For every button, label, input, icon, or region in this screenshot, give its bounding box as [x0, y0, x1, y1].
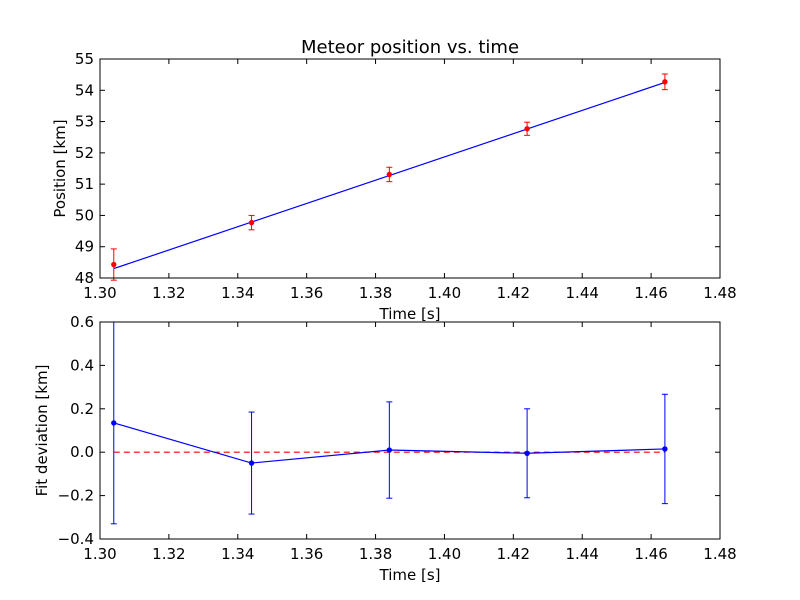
x-tick-label: 1.46 — [634, 284, 667, 302]
y-axis-ticks: −0.4 −0.2 0.0 0.2 0.4 0.6 — [58, 313, 720, 548]
x-tick-label: 1.46 — [634, 545, 667, 563]
plot-frame — [99, 58, 721, 279]
y-axis-label: Position [km] — [51, 119, 69, 217]
x-axis-ticks: 1.30 1.32 1.34 1.36 1.38 1.40 1.42 1.44 1.46 1.48 — [83, 59, 737, 302]
x-tick-label: 1.30 — [83, 545, 116, 563]
x-tick-label: 1.48 — [703, 545, 736, 563]
x-tick-label: 1.40 — [428, 284, 461, 302]
y-tick-label: −0.4 — [58, 530, 94, 548]
x-tick-label: 1.32 — [152, 284, 185, 302]
plot-frame — [99, 321, 721, 540]
data-point — [248, 460, 255, 466]
x-axis-ticks: 1.30 1.32 1.34 1.36 1.38 1.40 1.42 1.44 1.46 1.48 — [83, 322, 737, 563]
chart-title: Meteor position vs. time — [301, 37, 519, 58]
x-tick-label: 1.44 — [566, 284, 599, 302]
y-tick-label: 55 — [75, 50, 94, 68]
y-tick-label: 49 — [75, 238, 94, 256]
y-tick-label: 0.6 — [70, 313, 94, 331]
data-point — [524, 126, 530, 132]
fit-deviation-chart: 1.30 1.32 1.34 1.36 1.38 1.40 1.42 1.44 1.46 1.48… — [33, 313, 737, 584]
x-tick-label: 1.36 — [290, 545, 323, 563]
y-tick-label: 0.0 — [70, 443, 94, 461]
x-tick-label: 1.32 — [152, 545, 185, 563]
x-axis-label: Time [s] — [379, 305, 441, 323]
x-tick-label: 1.38 — [359, 545, 392, 563]
x-tick-label: 1.30 — [83, 284, 116, 302]
x-axis-label: Time [s] — [379, 566, 441, 584]
y-tick-label: 52 — [75, 144, 94, 162]
x-tick-label: 1.38 — [359, 284, 392, 302]
x-tick-label: 1.44 — [566, 545, 599, 563]
y-axis-label: Fit deviation [km] — [33, 365, 51, 497]
y-tick-label: 48 — [75, 269, 94, 287]
x-tick-label: 1.34 — [221, 545, 254, 563]
y-tick-label: 51 — [75, 175, 94, 193]
data-point — [662, 446, 668, 452]
data-point — [386, 171, 393, 178]
data-point — [111, 420, 117, 426]
x-tick-label: 1.48 — [703, 284, 736, 302]
data-point — [524, 450, 530, 456]
y-tick-label: 0.2 — [70, 400, 94, 418]
y-axis-ticks: 48 49 50 51 52 53 54 55 — [75, 50, 720, 287]
y-tick-label: 53 — [75, 113, 94, 131]
y-tick-label: 50 — [75, 206, 94, 224]
y-tick-label: 54 — [75, 81, 94, 99]
y-tick-label: 0.4 — [70, 356, 94, 374]
data-point — [248, 219, 255, 226]
data-point — [662, 79, 668, 85]
x-tick-label: 1.36 — [290, 284, 323, 302]
y-tick-label: −0.2 — [58, 487, 94, 505]
position-chart: Meteor position vs. time 1.30 1.32 1.34 1.3… — [51, 37, 737, 323]
x-tick-label: 1.42 — [497, 545, 530, 563]
x-tick-label: 1.40 — [428, 545, 461, 563]
data-point — [111, 261, 117, 268]
data-point — [386, 447, 393, 453]
x-tick-label: 1.34 — [221, 284, 254, 302]
x-tick-label: 1.42 — [497, 284, 530, 302]
